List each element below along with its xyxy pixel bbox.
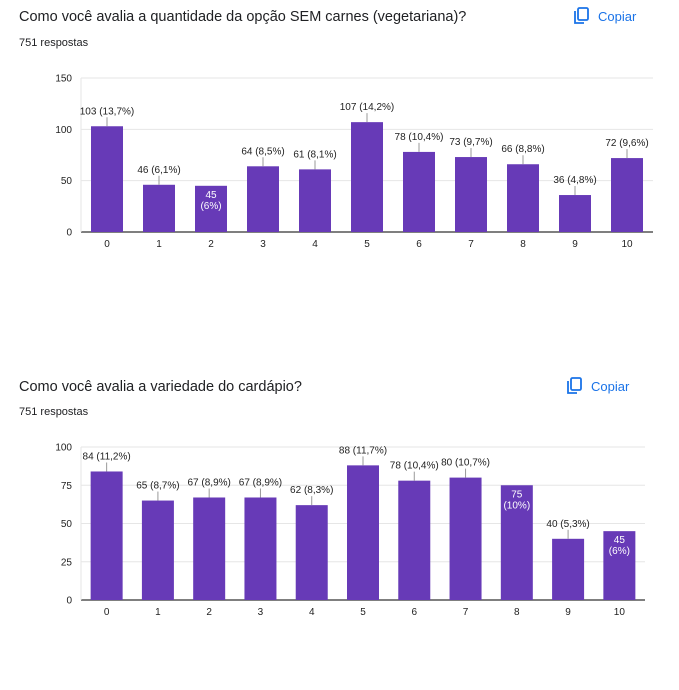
data-label: 64 (8,5%)	[241, 146, 284, 157]
data-label: 67 (8,9%)	[188, 477, 231, 488]
response-count: 751 respostas	[19, 406, 89, 418]
copy-button[interactable]: Copiar	[566, 377, 629, 395]
x-tick-label: 1	[155, 607, 161, 618]
bar	[611, 158, 643, 232]
x-tick-label: 3	[258, 607, 264, 618]
data-label: 40 (5,3%)	[546, 519, 589, 530]
y-tick-label: 0	[66, 596, 72, 607]
bar	[351, 122, 383, 232]
copy-icon	[566, 377, 582, 395]
data-label: 66 (8,8%)	[501, 144, 544, 155]
data-label: 67 (8,9%)	[239, 477, 282, 488]
data-label: 84 (11,2%)	[83, 451, 131, 462]
x-tick-label: 2	[208, 239, 214, 250]
copy-icon	[573, 7, 589, 25]
data-label: 62 (8,3%)	[290, 485, 333, 496]
x-tick-label: 7	[468, 239, 474, 250]
bar	[559, 195, 591, 232]
bar	[449, 477, 482, 600]
bar	[603, 531, 636, 600]
data-label: 65 (8,7%)	[136, 481, 179, 492]
bar	[193, 497, 226, 600]
x-tick-label: 10	[614, 607, 626, 618]
data-label: 78 (10,4%)	[390, 461, 439, 472]
x-tick-label: 2	[206, 607, 212, 618]
y-tick-label: 100	[55, 125, 72, 136]
x-tick-label: 0	[104, 239, 110, 250]
bar	[347, 465, 379, 600]
bar	[91, 126, 123, 232]
bar	[295, 505, 328, 600]
data-label: 88 (11,7%)	[339, 445, 387, 456]
y-tick-label: 150	[55, 74, 72, 85]
response-count: 751 respostas	[19, 37, 89, 49]
x-tick-label: 3	[260, 239, 266, 250]
bar	[403, 151, 435, 232]
data-label: 78 (10,4%)	[395, 132, 444, 143]
bar	[455, 157, 487, 232]
bar	[90, 471, 123, 600]
data-label: 75 (10%)	[503, 489, 530, 511]
bar	[500, 485, 533, 600]
x-tick-label: 9	[572, 239, 578, 250]
x-tick-label: 7	[463, 607, 469, 618]
data-label: 80 (10,7%)	[441, 458, 490, 469]
x-tick-label: 8	[514, 607, 520, 618]
data-label: 45 (6%)	[200, 190, 221, 212]
x-tick-label: 9	[565, 607, 571, 618]
question-title: Como você avalia a quantidade da opção S…	[19, 9, 467, 25]
bar	[141, 500, 174, 600]
y-tick-label: 50	[61, 519, 73, 530]
data-label-value: 45	[614, 535, 626, 546]
data-label-percent: (10%)	[503, 500, 530, 511]
bar	[398, 480, 431, 600]
bar	[244, 497, 277, 600]
x-tick-label: 4	[312, 239, 318, 250]
question-title: Como você avalia a variedade do cardápio…	[19, 379, 302, 395]
bar	[247, 166, 279, 232]
bar	[552, 538, 585, 600]
y-tick-label: 0	[66, 228, 72, 239]
x-tick-label: 0	[104, 607, 110, 618]
bar	[507, 164, 539, 232]
x-tick-label: 8	[520, 239, 526, 250]
data-label: 103 (13,7%)	[80, 106, 134, 117]
y-tick-label: 100	[55, 443, 72, 454]
data-label: 73 (9,7%)	[449, 137, 492, 148]
bar	[143, 184, 175, 232]
y-tick-label: 75	[61, 481, 73, 492]
copy-label: Copiar	[591, 378, 630, 394]
data-label: 72 (9,6%)	[605, 138, 648, 149]
copy-button[interactable]: Copiar	[573, 7, 636, 25]
copy-label: Copiar	[598, 8, 637, 24]
data-label: 46 (6,1%)	[137, 165, 180, 176]
data-label-value: 45	[205, 190, 217, 201]
data-label: 45 (6%)	[609, 535, 630, 557]
x-tick-label: 4	[309, 607, 315, 618]
data-label: 61 (8,1%)	[293, 149, 336, 160]
data-label-percent: (6%)	[609, 546, 630, 557]
data-label-value: 75	[511, 489, 523, 500]
x-tick-label: 6	[411, 607, 417, 618]
x-tick-label: 1	[156, 239, 162, 250]
data-label: 107 (14,2%)	[340, 102, 394, 113]
bar	[195, 185, 227, 232]
x-tick-label: 5	[360, 607, 366, 618]
x-tick-label: 10	[621, 239, 633, 250]
bar	[299, 169, 331, 232]
y-tick-label: 25	[61, 557, 73, 568]
x-tick-label: 6	[416, 239, 422, 250]
data-label: 36 (4,8%)	[553, 175, 596, 186]
data-label-percent: (6%)	[200, 201, 221, 212]
y-tick-label: 50	[61, 176, 73, 187]
x-tick-label: 5	[364, 239, 370, 250]
